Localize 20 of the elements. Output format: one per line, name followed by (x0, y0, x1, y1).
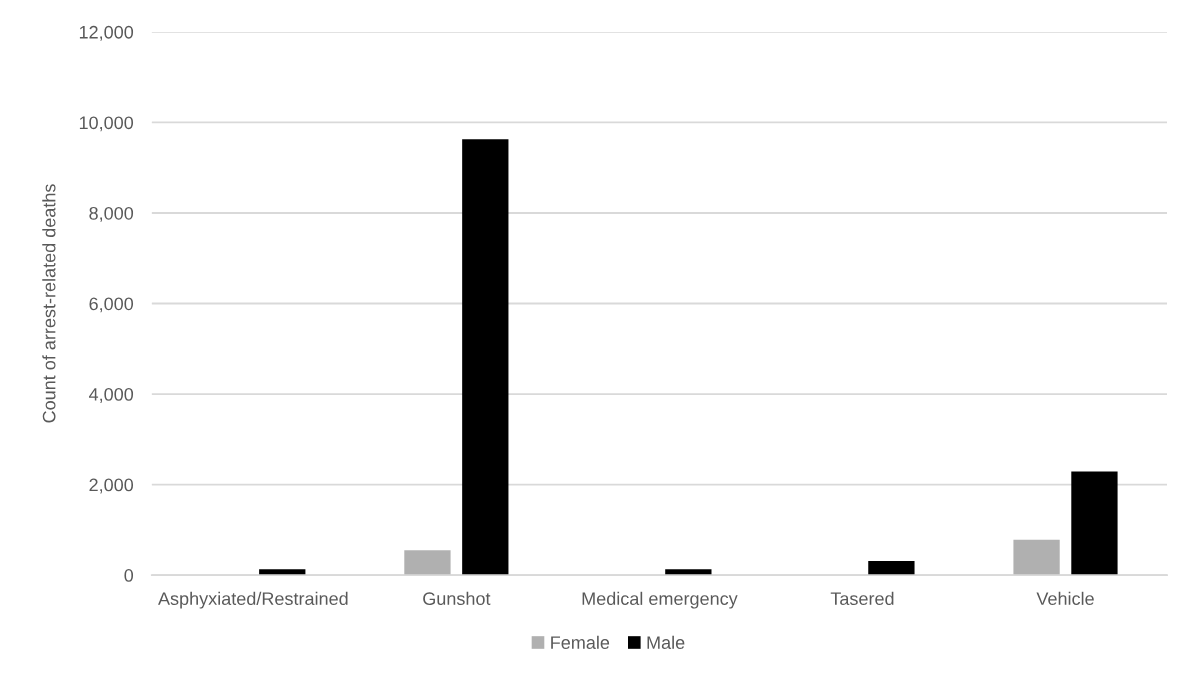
y-tick-label: 6,000 (89, 297, 134, 313)
bar (1013, 539, 1060, 576)
y-axis-title: Count of arrest-related deaths (42, 184, 56, 423)
y-tick-label: 8,000 (89, 206, 134, 222)
x-tick-label: Medical emergency (582, 591, 738, 609)
x-tick-label: Vehicle (1036, 591, 1094, 606)
legend-label: Male (647, 635, 685, 649)
bar (1071, 471, 1118, 576)
x-tick-label: Tasered (830, 591, 894, 606)
x-tick-label: Gunshot (423, 591, 491, 606)
y-tick-label: 2,000 (89, 478, 134, 494)
y-tick-label: 4,000 (88, 387, 134, 403)
bar (868, 561, 915, 576)
x-tick-label: Asphyxiated/Restrained (158, 591, 348, 609)
bar (462, 139, 509, 576)
legend-label: Female (551, 635, 610, 649)
y-tick-label: 12,000 (79, 25, 134, 41)
y-tick-label: 10,000 (79, 116, 134, 132)
y-tick-label: 0 (124, 569, 134, 582)
bar (404, 550, 451, 576)
